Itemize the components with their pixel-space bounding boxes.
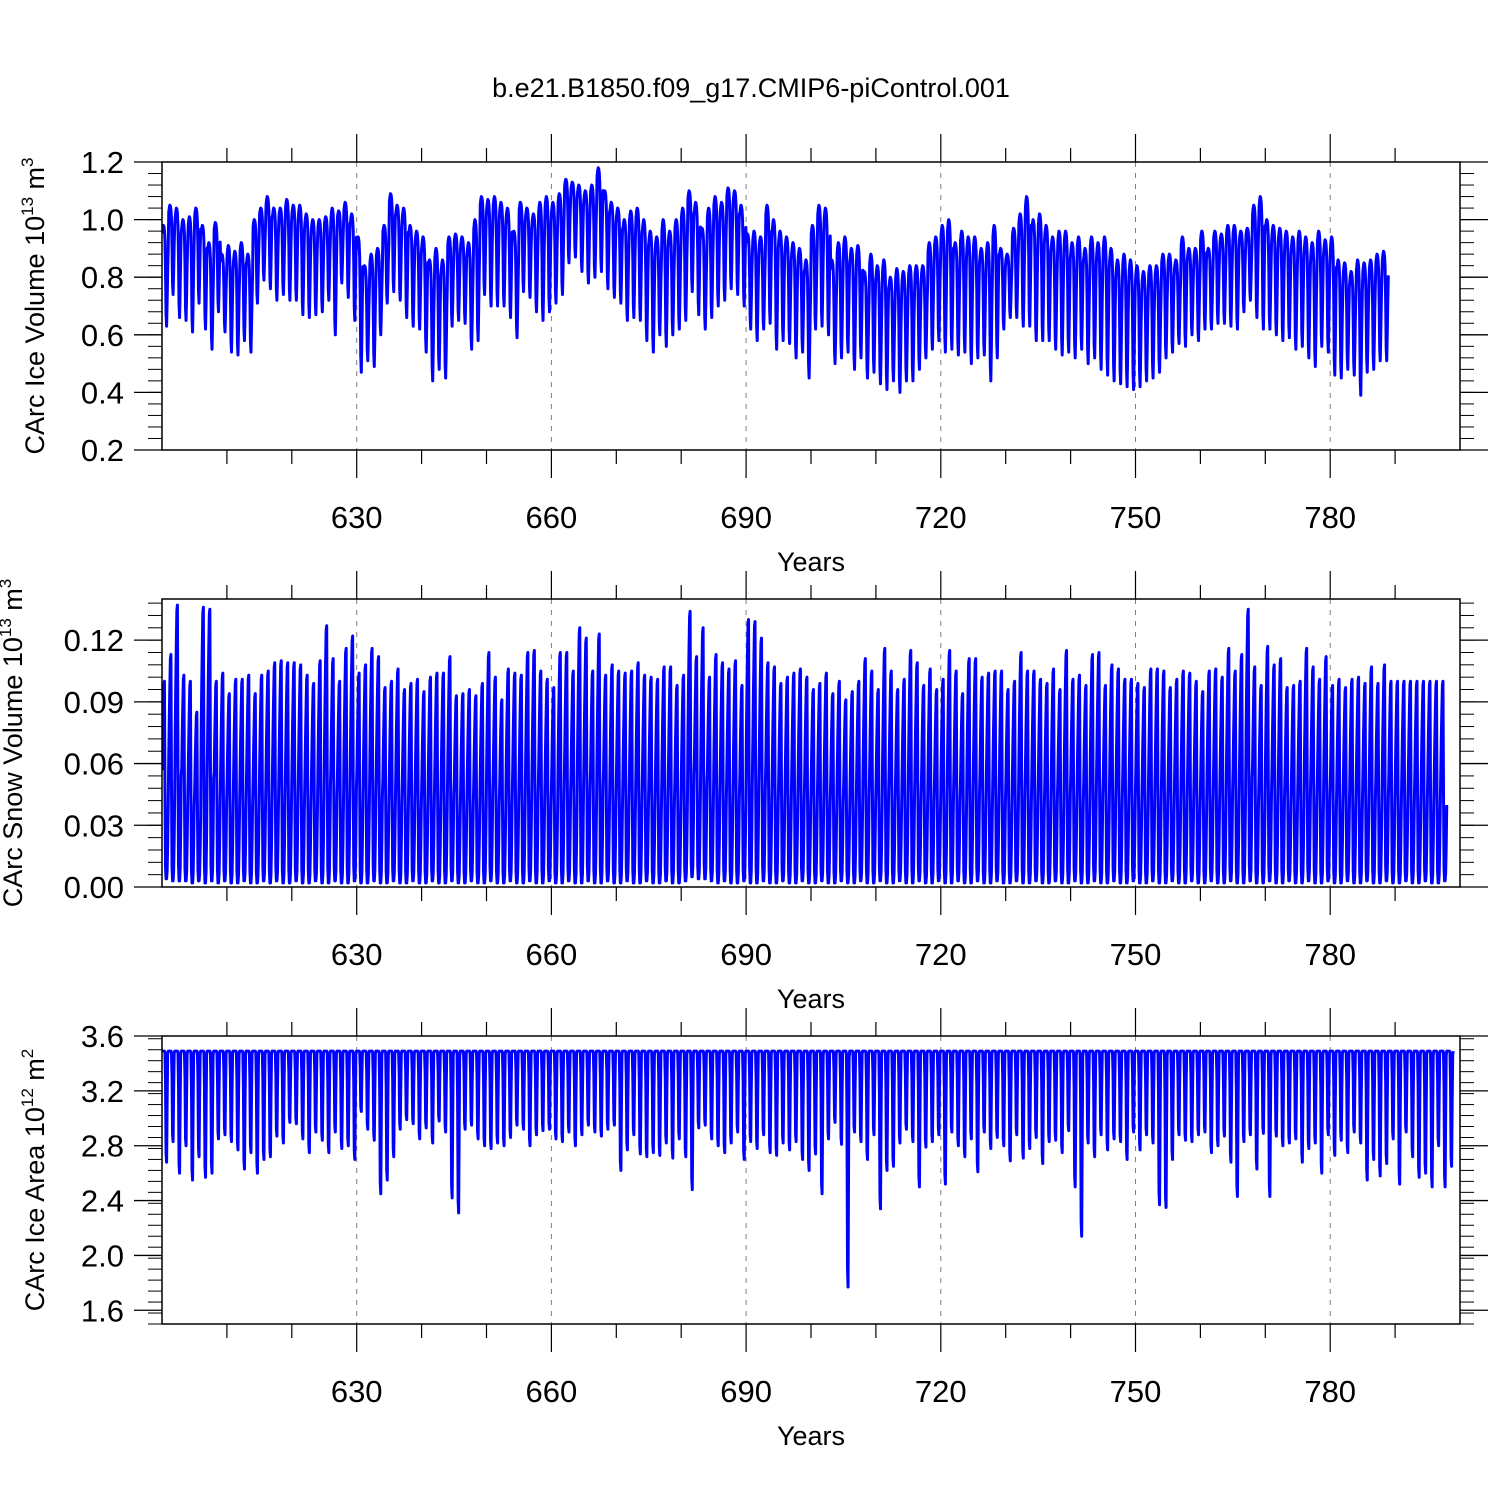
y-tick-label: 0.8 [81, 260, 124, 295]
y-axis-title: CArc Ice Area 1012 m2 [18, 1049, 50, 1312]
y-tick-label: 3.2 [81, 1074, 124, 1109]
x-tick-label: 690 [720, 937, 772, 972]
y-tick-label: 2.8 [81, 1129, 124, 1164]
x-tick-label: 750 [1110, 500, 1162, 535]
x-tick-label: 630 [331, 1374, 383, 1409]
y-tick-label: 2.0 [81, 1238, 124, 1273]
x-tick-label: 720 [915, 500, 967, 535]
y-tick-label: 0.00 [64, 870, 124, 905]
x-tick-label: 750 [1110, 1374, 1162, 1409]
series-line [162, 603, 1449, 885]
y-tick-label: 0.03 [64, 808, 124, 843]
y-tick-label: 0.06 [64, 747, 124, 782]
y-axis-title: CArc Snow Volume 1013 m3 [0, 579, 28, 908]
x-tick-label: 690 [720, 1374, 772, 1409]
x-tick-label: 750 [1110, 937, 1162, 972]
x-tick-label: 660 [526, 937, 578, 972]
x-tick-label: 780 [1304, 1374, 1356, 1409]
y-tick-label: 1.0 [81, 203, 124, 238]
y-tick-label: 0.2 [81, 433, 124, 468]
y-tick-label: 1.2 [81, 145, 124, 180]
series-line [162, 166, 1390, 397]
x-tick-label: 630 [331, 937, 383, 972]
y-tick-label: 1.6 [81, 1293, 124, 1328]
x-tick-label: 660 [526, 500, 578, 535]
panel-3: 1.6 2.0 2.4 2.8 3.2 3.6 630 660 690 720 750 780 Year… [18, 1008, 1488, 1451]
panel-2: 0.00 0.03 0.06 0.09 0.12 630 660 690 720 750 780 Ye… [0, 571, 1488, 1014]
y-tick-label: 0.12 [64, 623, 124, 658]
x-tick-label: 630 [331, 500, 383, 535]
figure-title: b.e21.B1850.f09_g17.CMIP6-piControl.001 [492, 73, 1010, 103]
x-tick-label: 690 [720, 500, 772, 535]
x-tick-label: 720 [915, 1374, 967, 1409]
y-tick-label: 3.6 [81, 1019, 124, 1054]
x-axis-title: Years [777, 547, 845, 577]
x-axis-title: Years [777, 1421, 845, 1451]
panels: 0.2 0.4 0.6 0.8 1.0 1.2 630 660 690 720 750 780 Year… [0, 134, 1488, 1451]
series-line [162, 1049, 1455, 1289]
y-tick-label: 0.6 [81, 318, 124, 353]
x-tick-label: 780 [1304, 937, 1356, 972]
panel-1: 0.2 0.4 0.6 0.8 1.0 1.2 630 660 690 720 750 780 Year… [18, 134, 1488, 577]
x-tick-label: 720 [915, 937, 967, 972]
y-tick-label: 2.4 [81, 1184, 124, 1219]
y-tick-label: 0.4 [81, 375, 124, 410]
x-axis-title: Years [777, 984, 845, 1014]
x-tick-label: 780 [1304, 500, 1356, 535]
y-axis-title: CArc Ice Volume 1013 m3 [18, 157, 50, 454]
y-tick-label: 0.09 [64, 685, 124, 720]
x-tick-label: 660 [526, 1374, 578, 1409]
